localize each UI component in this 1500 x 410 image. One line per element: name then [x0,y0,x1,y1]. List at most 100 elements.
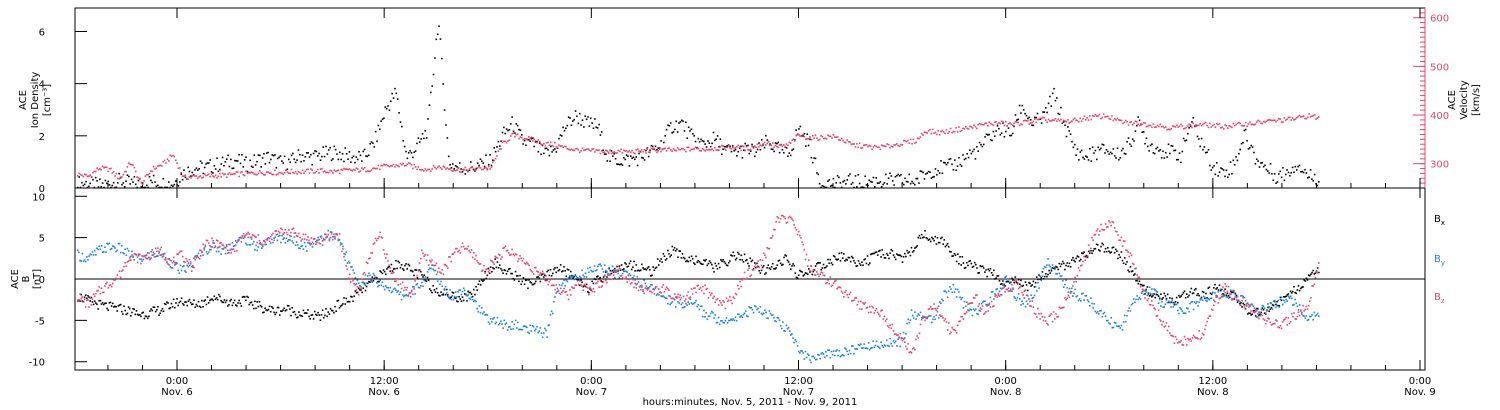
b-point-by [720,320,722,322]
velocity-point [509,135,512,137]
b-point-bz [846,293,849,296]
density-point [1290,172,1293,174]
velocity-point [261,172,264,175]
velocity-point [960,129,963,132]
b-point-bx [623,268,625,270]
b-point-bz [671,297,674,300]
density-point [449,163,451,166]
velocity-point [1229,125,1232,128]
b-point-bx [1095,243,1098,246]
velocity-point [938,133,941,136]
b-point-by [784,330,786,333]
density-point [213,165,216,167]
density-point [406,157,409,160]
b-point-by [990,291,993,293]
density-point [878,182,880,185]
density-point [1137,116,1139,118]
density-point [981,145,984,148]
b-point-bx [137,314,140,316]
b-point-bz [333,233,335,236]
b-point-bz [83,298,86,301]
velocity-point [896,143,898,145]
b-point-bx [753,262,756,264]
b-point-by [618,276,621,279]
density-point [101,182,104,184]
density-point [802,135,804,137]
b-point-bz [634,282,636,285]
b-point-bz [780,214,783,217]
b-point-bz [635,287,638,289]
velocity-point [392,163,395,166]
b-point-by [1303,315,1305,317]
b-point-bz [225,244,228,246]
b-point-by [1066,286,1069,289]
density-point [909,182,912,185]
b-point-by [863,343,865,345]
velocity-point [1053,119,1055,122]
density-point [396,98,399,100]
velocity-point [729,147,731,149]
velocity-point [748,149,751,151]
b-point-bz [717,304,720,306]
velocity-point [210,173,213,176]
density-point [1233,163,1236,166]
b-point-bz [946,329,949,331]
b-point-bz [81,296,84,298]
velocity-point [424,168,427,170]
density-point [1297,165,1299,168]
density-point [747,144,749,147]
b-point-bx [911,251,914,253]
b-point-bx [269,310,272,313]
b-point-by [1004,276,1006,278]
b-point-by [311,246,314,248]
velocity-point [108,167,111,170]
b-point-bx [343,297,345,299]
b-point-bx [1248,312,1250,314]
density-point [1105,148,1108,151]
b-point-bx [923,236,925,238]
b-point-by [511,321,513,323]
velocity-point [1238,121,1240,124]
b-point-bz [150,257,152,259]
b-point-bz [872,306,874,309]
density-point [709,145,712,148]
b-point-bx [661,261,663,263]
density-point [624,158,627,161]
velocity-point [562,146,564,149]
b-point-bx [703,259,705,261]
b-point-by [1114,322,1117,324]
density-point [212,172,214,174]
b-point-by [799,352,801,354]
density-point [847,175,850,177]
b-point-by [528,332,530,335]
density-point [658,147,661,149]
b-point-bx [1276,300,1278,303]
density-point [671,132,673,134]
b-point-bx [491,270,493,273]
density-point [327,149,330,151]
b-point-bz [953,328,956,331]
b-point-bx [582,285,585,288]
velocity-point [454,169,457,172]
b-point-bz [276,233,279,236]
b-point-bz [696,285,698,287]
b-point-bx [619,269,622,272]
velocity-point [321,167,323,170]
b-point-bz [871,305,873,308]
b-point-bz [201,251,203,254]
b-point-bz [219,242,221,245]
density-point [788,152,791,154]
b-point-by [894,340,897,343]
b-point-by [196,254,199,257]
b-point-bz [90,304,93,306]
b-point-bx [145,315,148,318]
density-point [103,186,105,189]
density-point [647,155,650,158]
b-point-by [456,296,458,298]
b-point-bx [648,268,651,271]
b-point-bz [115,277,117,280]
velocity-point [915,141,917,144]
b-point-by [1158,298,1161,301]
b-point-by [459,289,462,291]
velocity-point [947,132,949,135]
